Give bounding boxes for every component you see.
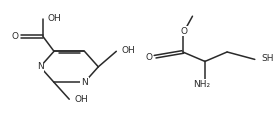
Text: O: O: [145, 53, 153, 62]
Text: NH₂: NH₂: [194, 80, 211, 89]
Text: OH: OH: [121, 46, 135, 55]
Text: OH: OH: [48, 14, 62, 23]
Text: N: N: [81, 78, 88, 87]
Text: N: N: [37, 62, 43, 71]
Text: O: O: [181, 27, 188, 36]
Text: SH: SH: [261, 55, 273, 63]
Text: O: O: [12, 32, 19, 41]
Text: OH: OH: [74, 95, 88, 104]
